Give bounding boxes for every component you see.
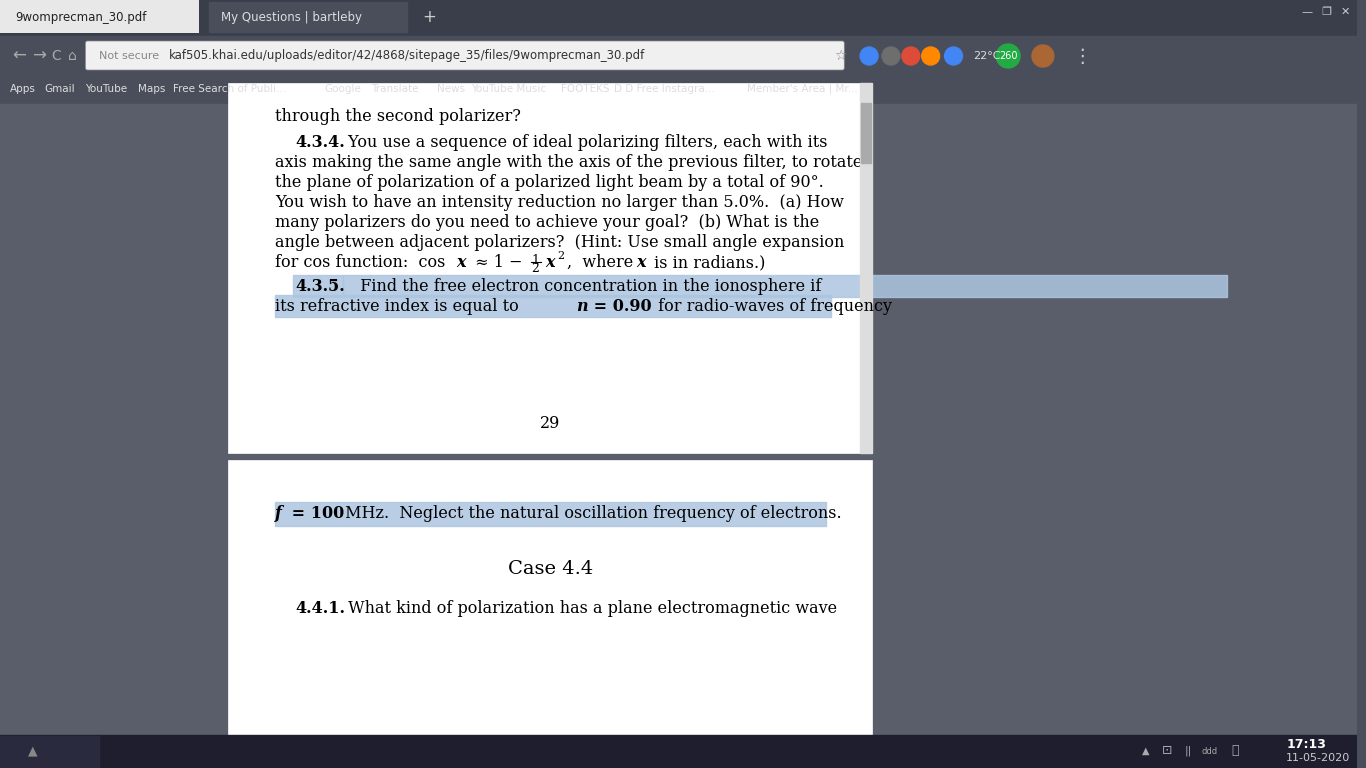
Text: ▲: ▲ [27,744,37,757]
Circle shape [922,47,940,65]
Text: MHz.  Neglect the natural oscillation frequency of electrons.: MHz. Neglect the natural oscillation fre… [340,505,841,522]
Text: ≈ 1 −: ≈ 1 − [470,254,527,271]
Text: ✕: ✕ [1341,7,1350,17]
Text: ⋮: ⋮ [1072,47,1093,65]
Circle shape [1031,45,1053,67]
Text: x: x [637,254,646,271]
Text: 4.3.5.: 4.3.5. [295,278,344,295]
Text: n: n [576,298,587,315]
Text: 1: 1 [531,254,540,267]
Bar [861,103,872,163]
Text: 11-05-2020: 11-05-2020 [1287,753,1351,763]
Text: through the second polarizer?: through the second polarizer? [275,108,520,125]
Text: ←: ← [12,47,26,65]
Bar [228,83,872,453]
Circle shape [882,47,900,65]
Bar [275,502,826,526]
Text: Translate: Translate [372,84,419,94]
Text: —: — [1302,7,1313,17]
Text: ▲: ▲ [1142,746,1150,756]
Bar [0,36,1356,74]
Text: 9womprecman_30.pdf: 9womprecman_30.pdf [15,11,146,24]
Text: FOOTEKS: FOOTEKS [561,84,609,94]
Text: →: → [31,47,45,65]
Text: Apps: Apps [10,84,36,94]
Circle shape [861,47,878,65]
Bar [861,83,872,453]
Bar [0,735,1356,768]
Text: many polarizers do you need to achieve your goal?  (b) What is the: many polarizers do you need to achieve y… [275,214,820,231]
Text: ☆: ☆ [835,49,847,63]
Bar [0,0,198,33]
Text: +: + [422,8,436,26]
FancyBboxPatch shape [86,41,844,70]
Circle shape [996,44,1020,68]
Text: Not secure: Not secure [100,51,160,61]
Bar [275,295,832,317]
Text: What kind of polarization has a plane electromagnetic wave: What kind of polarization has a plane el… [343,600,837,617]
Text: 2: 2 [531,262,540,275]
Text: Member's Area | Mr...: Member's Area | Mr... [747,84,858,94]
Circle shape [944,47,963,65]
Bar [0,74,1356,104]
Bar [294,275,343,297]
Bar [228,460,872,768]
Text: the plane of polarization of a polarized light beam by a total of 90°.: the plane of polarization of a polarized… [275,174,824,191]
Text: ,  where: , where [567,254,638,271]
Text: 29: 29 [540,415,560,432]
Text: Find the free electron concentration in the ionosphere if: Find the free electron concentration in … [350,278,821,295]
Text: 2: 2 [557,251,564,261]
Text: D D Free Instagra...: D D Free Instagra... [615,84,714,94]
Bar [0,0,1356,36]
Text: ⊡: ⊡ [1162,744,1172,757]
Text: x: x [456,254,466,271]
Text: Google: Google [324,84,361,94]
Text: = 100: = 100 [285,505,344,522]
Text: 260: 260 [999,51,1018,61]
Text: f: f [275,505,281,522]
Bar [343,275,1227,297]
Text: 17:13: 17:13 [1287,739,1326,752]
Text: Gmail: Gmail [45,84,75,94]
Text: angle between adjacent polarizers?  (Hint: Use small angle expansion: angle between adjacent polarizers? (Hint… [275,234,844,251]
Text: 4.3.4.: 4.3.4. [295,134,344,151]
Text: You wish to have an intensity reduction no larger than 5.0%.  (a) How: You wish to have an intensity reduction … [275,194,844,211]
Text: ⌂: ⌂ [67,49,76,63]
Text: 22°C: 22°C [974,51,1001,61]
Circle shape [902,47,919,65]
Text: = 0.90: = 0.90 [587,298,652,315]
Text: Case 4.4: Case 4.4 [508,560,593,578]
Bar [0,736,100,767]
Text: for radio-waves of frequency: for radio-waves of frequency [653,298,892,315]
Text: kaf505.khai.edu/uploads/editor/42/4868/sitepage_35/files/9womprecman_30.pdf: kaf505.khai.edu/uploads/editor/42/4868/s… [169,49,645,62]
Bar [0,104,1356,768]
Text: You use a sequence of ideal polarizing filters, each with its: You use a sequence of ideal polarizing f… [343,134,828,151]
Text: Free Search of Publi...: Free Search of Publi... [173,84,285,94]
Text: My Questions | bartleby: My Questions | bartleby [220,11,362,24]
Text: axis making the same angle with the axis of the previous filter, to rotate: axis making the same angle with the axis… [275,154,862,171]
Text: News: News [437,84,464,94]
Text: is in radians.): is in radians.) [649,254,765,271]
Text: C: C [52,49,61,63]
Text: its refractive index is equal to: its refractive index is equal to [275,298,525,315]
Text: ||: || [1184,746,1193,756]
Text: 4.4.1.: 4.4.1. [295,600,346,617]
Text: 🔊: 🔊 [1232,744,1239,757]
Text: ddd: ddd [1202,746,1218,756]
Text: x: x [545,254,555,271]
Text: YouTube Music: YouTube Music [471,84,546,94]
Text: Maps: Maps [138,84,165,94]
Text: YouTube: YouTube [85,84,127,94]
Bar [209,2,407,32]
Text: for cos function:  cos: for cos function: cos [275,254,451,271]
Text: ❐: ❐ [1321,7,1330,17]
